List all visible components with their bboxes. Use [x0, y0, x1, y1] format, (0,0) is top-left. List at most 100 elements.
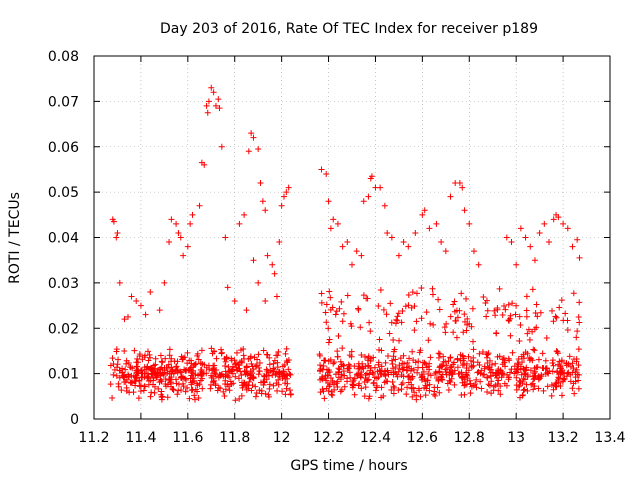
x-tick-label: 12: [273, 430, 291, 446]
data-point: [392, 364, 399, 371]
x-tick-label: 13.2: [548, 430, 579, 446]
data-point: [516, 377, 523, 384]
data-point: [395, 368, 402, 375]
data-point: [169, 367, 176, 374]
data-point: [524, 350, 531, 357]
data-point: [383, 311, 390, 318]
data-point: [256, 387, 263, 394]
data-point: [499, 311, 506, 318]
data-point: [250, 134, 257, 141]
data-point: [531, 347, 538, 354]
data-point: [131, 347, 138, 354]
data-point: [238, 392, 245, 399]
data-point: [468, 383, 475, 390]
data-point: [363, 295, 370, 302]
data-point: [216, 105, 223, 112]
data-point: [144, 348, 151, 355]
data-point: [340, 310, 347, 317]
data-point: [110, 360, 117, 367]
data-point: [380, 306, 387, 313]
data-point: [524, 330, 531, 337]
data-point: [280, 193, 287, 200]
data-point: [318, 299, 325, 306]
data-point: [517, 321, 524, 328]
data-point: [110, 218, 117, 225]
data-point: [493, 329, 500, 336]
data-point: [178, 353, 185, 360]
data-point: [564, 317, 571, 324]
data-point: [269, 372, 276, 379]
data-point: [211, 377, 218, 384]
data-point: [470, 362, 477, 369]
data-point: [410, 357, 417, 364]
data-point: [435, 350, 442, 357]
data-point: [191, 396, 198, 403]
data-point: [222, 234, 229, 241]
data-point: [530, 376, 537, 383]
data-point: [553, 314, 560, 321]
data-point: [107, 381, 114, 388]
data-point: [367, 367, 374, 374]
data-point: [355, 382, 362, 389]
data-point: [558, 297, 565, 304]
data-point: [199, 370, 206, 377]
data-point: [241, 211, 248, 218]
data-point: [145, 357, 152, 364]
data-point: [337, 376, 344, 383]
data-point: [144, 373, 151, 380]
data-point: [168, 364, 175, 371]
data-point: [570, 290, 577, 297]
data-point: [421, 207, 428, 214]
data-point: [205, 98, 212, 105]
y-tick-label: 0.01: [48, 367, 79, 383]
data-point: [569, 385, 576, 392]
data-point: [262, 298, 269, 305]
data-point: [317, 367, 324, 374]
data-point: [517, 225, 524, 232]
data-point: [189, 211, 196, 218]
data-point: [438, 376, 445, 383]
data-point: [188, 387, 195, 394]
data-point: [411, 389, 418, 396]
data-point: [372, 387, 379, 394]
data-point: [540, 387, 547, 394]
data-point: [512, 311, 519, 318]
data-point: [406, 355, 413, 362]
data-point: [532, 309, 539, 316]
data-point: [252, 383, 259, 390]
data-point: [456, 307, 463, 314]
data-point: [447, 193, 454, 200]
data-point: [464, 315, 471, 322]
data-point: [270, 368, 277, 375]
data-point: [327, 356, 334, 363]
data-point: [476, 362, 483, 369]
data-point: [115, 380, 122, 387]
data-point: [394, 373, 401, 380]
data-point: [373, 384, 380, 391]
data-point: [494, 353, 501, 360]
data-point: [411, 303, 418, 310]
data-point: [525, 326, 532, 333]
data-point: [531, 370, 538, 377]
data-point: [334, 353, 341, 360]
data-point: [358, 385, 365, 392]
data-point: [459, 353, 466, 360]
data-point: [110, 371, 117, 378]
data-point: [358, 369, 365, 376]
data-point: [388, 319, 395, 326]
data-point: [188, 360, 195, 367]
data-point: [497, 391, 504, 398]
data-point: [402, 303, 409, 310]
data-point: [361, 353, 368, 360]
data-point: [338, 371, 345, 378]
data-point: [261, 379, 268, 386]
data-point: [318, 290, 325, 297]
data-point: [166, 346, 173, 353]
data-point: [168, 216, 175, 223]
data-point: [255, 351, 262, 358]
data-point: [320, 357, 327, 364]
data-point: [486, 382, 493, 389]
y-tick-label: 0.02: [48, 321, 79, 337]
data-point: [576, 254, 583, 261]
